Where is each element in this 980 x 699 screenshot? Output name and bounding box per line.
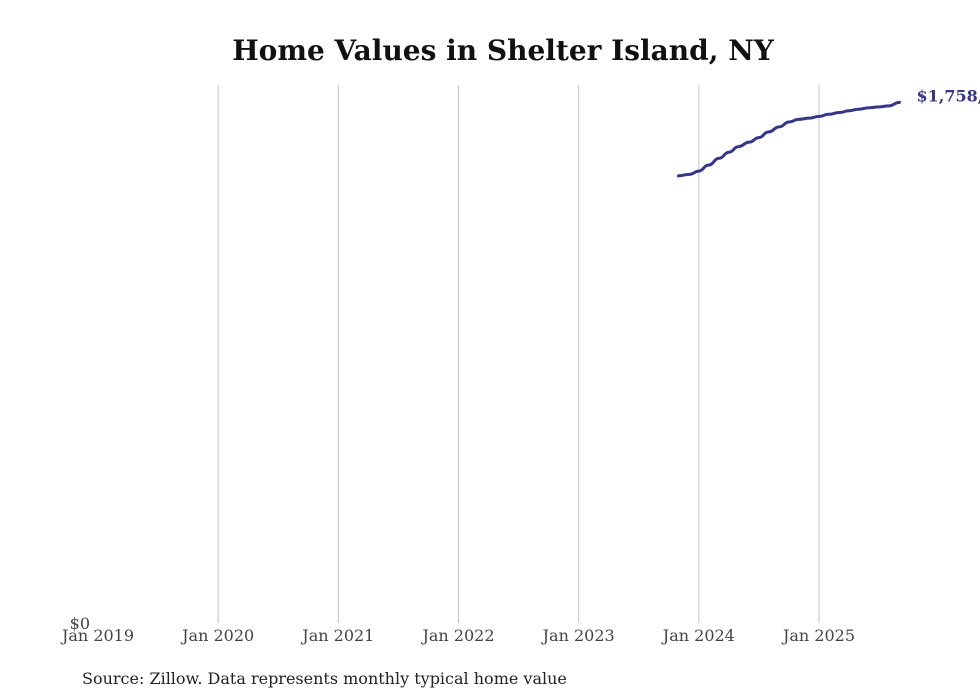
gridlines [217,85,820,623]
data-point [827,113,830,116]
data-point [898,101,901,104]
x-tick-label: Jan 2021 [300,626,374,645]
data-point [718,157,721,160]
x-tick-label: Jan 2025 [781,626,855,645]
data-point [787,120,791,124]
x-tick-label: Jan 2020 [180,626,254,645]
data-point [697,169,701,173]
x-axis-ticks: Jan 2019 Jan 2020 Jan 2021 Jan 2022 Jan 2023… [60,626,855,645]
data-point [748,140,751,144]
data-point [757,136,761,139]
data-point [868,106,871,109]
x-tick-label: Jan 2019 [60,626,134,645]
series-group [676,100,902,178]
data-point [877,105,881,109]
data-point [778,125,781,129]
data-point [677,174,680,178]
x-tick-label: Jan 2022 [420,626,494,645]
data-point [707,163,710,167]
data-point [688,173,691,176]
data-point [887,104,890,108]
y-tick-label: $0 [70,614,90,633]
data-point [838,111,841,114]
data-point [767,130,770,134]
x-tick-label: Jan 2023 [541,626,615,645]
data-point [797,118,800,121]
data-point [817,115,821,118]
end-value-label: $1,758, [917,86,980,105]
series-line [676,100,902,178]
x-tick-label: Jan 2024 [661,626,735,645]
data-point [847,109,851,112]
data-point [737,145,740,148]
data-point [727,151,731,154]
data-point [808,116,811,120]
source-note: Source: Zillow. Data represents monthly … [82,669,567,688]
data-point [857,108,860,111]
chart-title: Home Values in Shelter Island, NY [232,34,775,67]
